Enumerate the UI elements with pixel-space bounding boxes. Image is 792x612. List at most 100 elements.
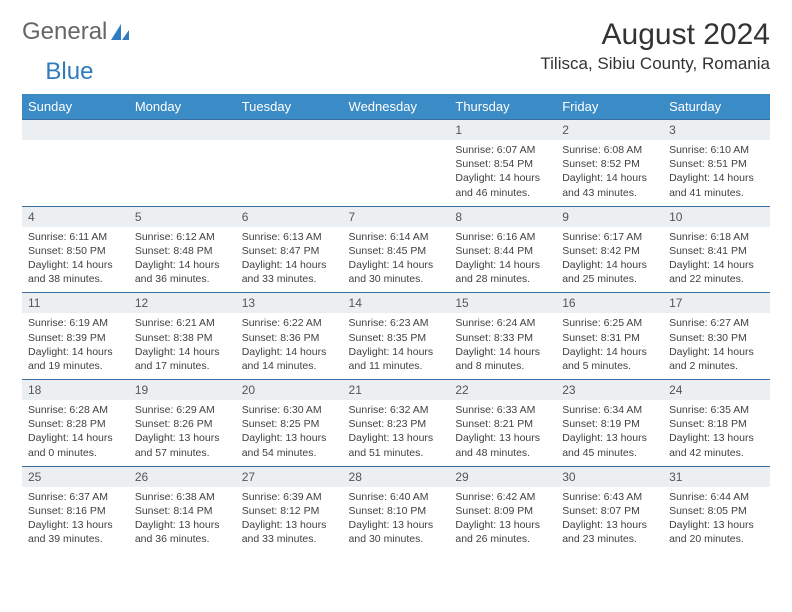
day-cell: 19Sunrise: 6:29 AMSunset: 8:26 PMDayligh… — [129, 380, 236, 467]
day-body: Sunrise: 6:29 AMSunset: 8:26 PMDaylight:… — [129, 400, 236, 466]
sunset-line: Sunset: 8:52 PM — [562, 157, 657, 171]
daylight-line: Daylight: 13 hours and 57 minutes. — [135, 431, 230, 459]
sunrise-line: Sunrise: 6:37 AM — [28, 490, 123, 504]
sunrise-line: Sunrise: 6:11 AM — [28, 230, 123, 244]
daylight-line: Daylight: 13 hours and 36 minutes. — [135, 518, 230, 546]
day-number: 31 — [663, 467, 770, 487]
day-cell: 6Sunrise: 6:13 AMSunset: 8:47 PMDaylight… — [236, 206, 343, 293]
day-cell: 22Sunrise: 6:33 AMSunset: 8:21 PMDayligh… — [449, 380, 556, 467]
day-number — [343, 120, 450, 140]
day-number — [22, 120, 129, 140]
day-cell: 28Sunrise: 6:40 AMSunset: 8:10 PMDayligh… — [343, 466, 450, 552]
dow-cell: Tuesday — [236, 94, 343, 120]
day-cell: 13Sunrise: 6:22 AMSunset: 8:36 PMDayligh… — [236, 293, 343, 380]
day-body: Sunrise: 6:28 AMSunset: 8:28 PMDaylight:… — [22, 400, 129, 466]
day-body: Sunrise: 6:27 AMSunset: 8:30 PMDaylight:… — [663, 313, 770, 379]
day-number: 13 — [236, 293, 343, 313]
sunrise-line: Sunrise: 6:23 AM — [349, 316, 444, 330]
day-cell: 2Sunrise: 6:08 AMSunset: 8:52 PMDaylight… — [556, 120, 663, 207]
day-number: 27 — [236, 467, 343, 487]
day-cell: 15Sunrise: 6:24 AMSunset: 8:33 PMDayligh… — [449, 293, 556, 380]
sunset-line: Sunset: 8:25 PM — [242, 417, 337, 431]
day-body — [129, 140, 236, 190]
sunset-line: Sunset: 8:47 PM — [242, 244, 337, 258]
daylight-line: Daylight: 13 hours and 45 minutes. — [562, 431, 657, 459]
daylight-line: Daylight: 14 hours and 22 minutes. — [669, 258, 764, 286]
day-number: 1 — [449, 120, 556, 140]
daylight-line: Daylight: 14 hours and 5 minutes. — [562, 345, 657, 373]
day-number: 30 — [556, 467, 663, 487]
sunrise-line: Sunrise: 6:35 AM — [669, 403, 764, 417]
sunrise-line: Sunrise: 6:21 AM — [135, 316, 230, 330]
sunset-line: Sunset: 8:54 PM — [455, 157, 550, 171]
sunrise-line: Sunrise: 6:18 AM — [669, 230, 764, 244]
sunrise-line: Sunrise: 6:08 AM — [562, 143, 657, 157]
daylight-line: Daylight: 14 hours and 25 minutes. — [562, 258, 657, 286]
day-body: Sunrise: 6:37 AMSunset: 8:16 PMDaylight:… — [22, 487, 129, 553]
sunrise-line: Sunrise: 6:38 AM — [135, 490, 230, 504]
day-number: 20 — [236, 380, 343, 400]
sunset-line: Sunset: 8:14 PM — [135, 504, 230, 518]
day-body: Sunrise: 6:40 AMSunset: 8:10 PMDaylight:… — [343, 487, 450, 553]
daylight-line: Daylight: 14 hours and 14 minutes. — [242, 345, 337, 373]
dow-cell: Saturday — [663, 94, 770, 120]
sunrise-line: Sunrise: 6:33 AM — [455, 403, 550, 417]
day-cell: 30Sunrise: 6:43 AMSunset: 8:07 PMDayligh… — [556, 466, 663, 552]
daylight-line: Daylight: 13 hours and 33 minutes. — [242, 518, 337, 546]
daylight-line: Daylight: 14 hours and 2 minutes. — [669, 345, 764, 373]
day-body: Sunrise: 6:30 AMSunset: 8:25 PMDaylight:… — [236, 400, 343, 466]
day-body: Sunrise: 6:10 AMSunset: 8:51 PMDaylight:… — [663, 140, 770, 206]
day-body: Sunrise: 6:23 AMSunset: 8:35 PMDaylight:… — [343, 313, 450, 379]
day-number: 21 — [343, 380, 450, 400]
day-number: 7 — [343, 207, 450, 227]
sunrise-line: Sunrise: 6:25 AM — [562, 316, 657, 330]
sunrise-line: Sunrise: 6:29 AM — [135, 403, 230, 417]
sunrise-line: Sunrise: 6:16 AM — [455, 230, 550, 244]
sunset-line: Sunset: 8:26 PM — [135, 417, 230, 431]
daylight-line: Daylight: 14 hours and 19 minutes. — [28, 345, 123, 373]
sunrise-line: Sunrise: 6:27 AM — [669, 316, 764, 330]
day-body: Sunrise: 6:43 AMSunset: 8:07 PMDaylight:… — [556, 487, 663, 553]
daylight-line: Daylight: 14 hours and 46 minutes. — [455, 171, 550, 199]
daylight-line: Daylight: 14 hours and 8 minutes. — [455, 345, 550, 373]
day-cell: 21Sunrise: 6:32 AMSunset: 8:23 PMDayligh… — [343, 380, 450, 467]
day-cell: 12Sunrise: 6:21 AMSunset: 8:38 PMDayligh… — [129, 293, 236, 380]
title-block: August 2024 Tilisca, Sibiu County, Roman… — [540, 18, 770, 74]
dow-cell: Thursday — [449, 94, 556, 120]
sunset-line: Sunset: 8:36 PM — [242, 331, 337, 345]
day-cell: 17Sunrise: 6:27 AMSunset: 8:30 PMDayligh… — [663, 293, 770, 380]
calendar-table: SundayMondayTuesdayWednesdayThursdayFrid… — [22, 94, 770, 552]
day-number: 6 — [236, 207, 343, 227]
day-cell: 14Sunrise: 6:23 AMSunset: 8:35 PMDayligh… — [343, 293, 450, 380]
sunrise-line: Sunrise: 6:07 AM — [455, 143, 550, 157]
sunset-line: Sunset: 8:44 PM — [455, 244, 550, 258]
day-number: 19 — [129, 380, 236, 400]
sunset-line: Sunset: 8:50 PM — [28, 244, 123, 258]
sunrise-line: Sunrise: 6:17 AM — [562, 230, 657, 244]
sunset-line: Sunset: 8:09 PM — [455, 504, 550, 518]
sunset-line: Sunset: 8:51 PM — [669, 157, 764, 171]
day-cell — [129, 120, 236, 207]
sunset-line: Sunset: 8:18 PM — [669, 417, 764, 431]
sunrise-line: Sunrise: 6:40 AM — [349, 490, 444, 504]
dow-cell: Friday — [556, 94, 663, 120]
sunrise-line: Sunrise: 6:30 AM — [242, 403, 337, 417]
day-cell: 11Sunrise: 6:19 AMSunset: 8:39 PMDayligh… — [22, 293, 129, 380]
sunset-line: Sunset: 8:07 PM — [562, 504, 657, 518]
day-body: Sunrise: 6:11 AMSunset: 8:50 PMDaylight:… — [22, 227, 129, 293]
sunset-line: Sunset: 8:42 PM — [562, 244, 657, 258]
sunrise-line: Sunrise: 6:19 AM — [28, 316, 123, 330]
daylight-line: Daylight: 13 hours and 42 minutes. — [669, 431, 764, 459]
sunset-line: Sunset: 8:35 PM — [349, 331, 444, 345]
sunset-line: Sunset: 8:21 PM — [455, 417, 550, 431]
day-body: Sunrise: 6:34 AMSunset: 8:19 PMDaylight:… — [556, 400, 663, 466]
sunrise-line: Sunrise: 6:34 AM — [562, 403, 657, 417]
day-cell: 8Sunrise: 6:16 AMSunset: 8:44 PMDaylight… — [449, 206, 556, 293]
sunset-line: Sunset: 8:19 PM — [562, 417, 657, 431]
day-body: Sunrise: 6:16 AMSunset: 8:44 PMDaylight:… — [449, 227, 556, 293]
week-row: 1 Sunrise: 6:07 AMSunset: 8:54 PMDaylight… — [22, 120, 770, 207]
day-cell: 16Sunrise: 6:25 AMSunset: 8:31 PMDayligh… — [556, 293, 663, 380]
daylight-line: Daylight: 13 hours and 48 minutes. — [455, 431, 550, 459]
day-cell: 9Sunrise: 6:17 AMSunset: 8:42 PMDaylight… — [556, 206, 663, 293]
day-cell — [343, 120, 450, 207]
